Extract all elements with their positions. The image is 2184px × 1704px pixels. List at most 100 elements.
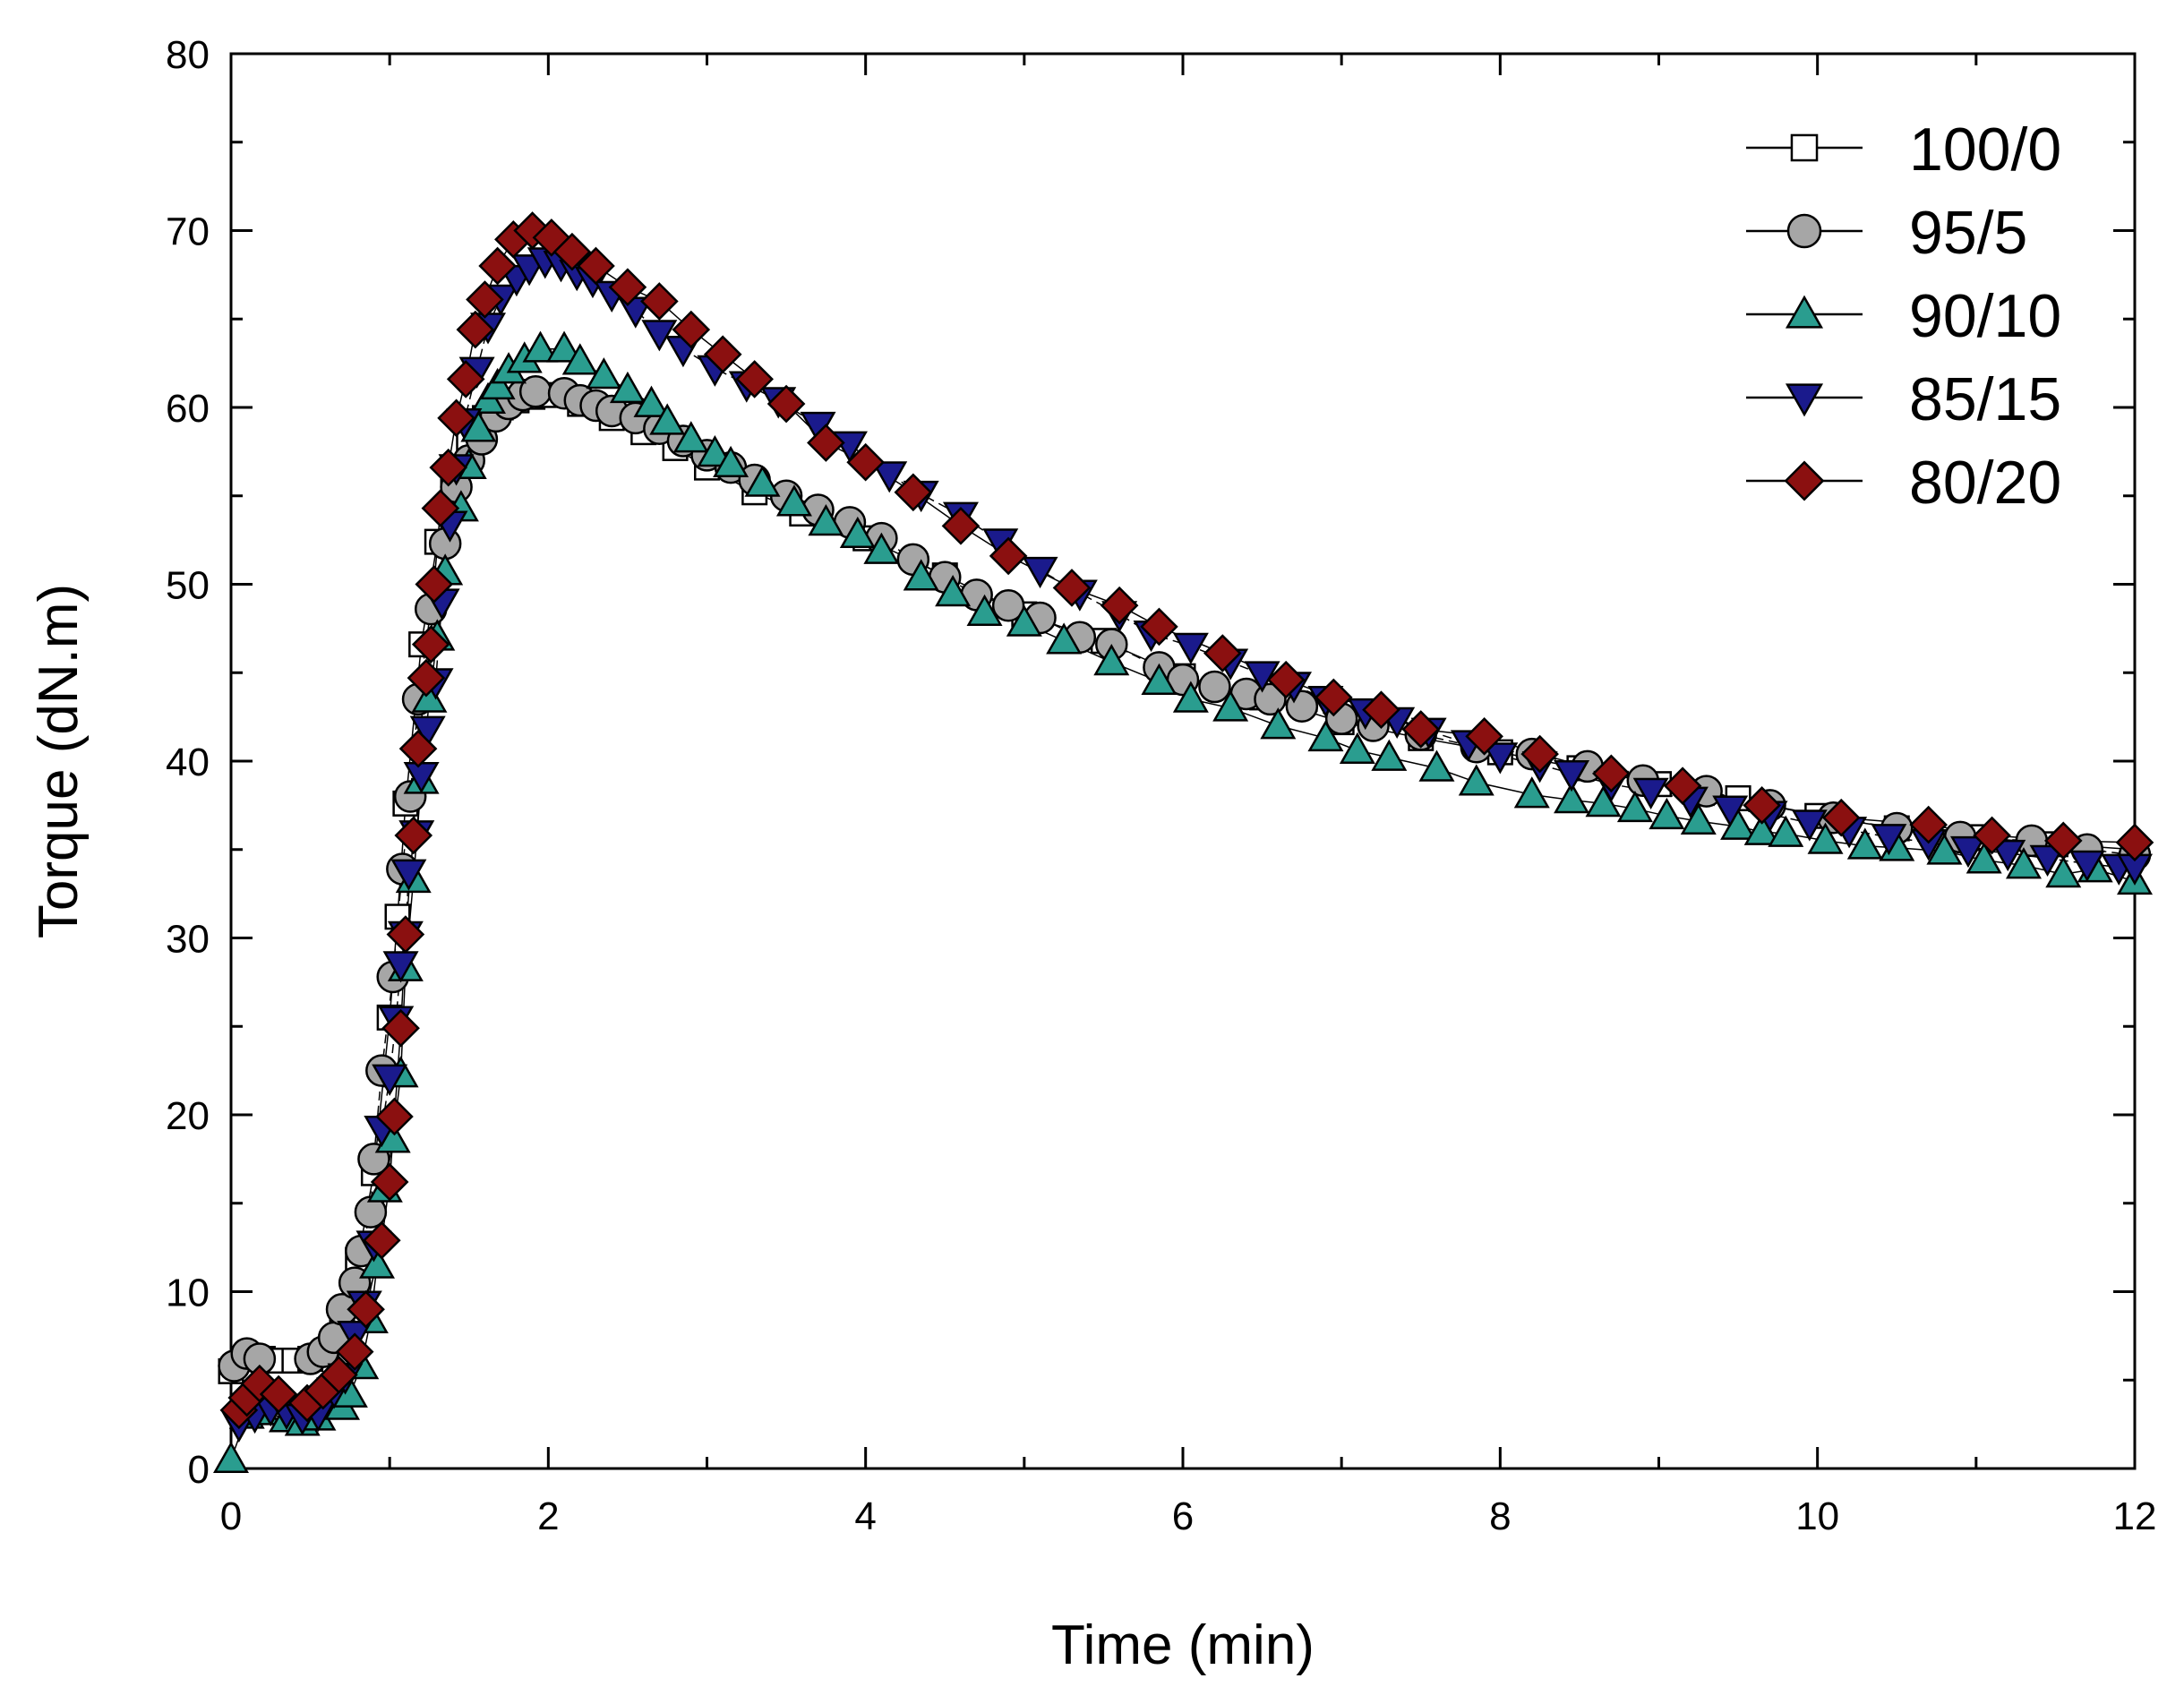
data-point [640,282,679,321]
data-point [1141,663,1178,695]
x-tick-label: 0 [220,1494,242,1538]
data-point [390,859,427,891]
data-point [1973,816,2011,855]
data-point [1520,734,1559,774]
legend-label: 80/20 [1909,449,2061,517]
data-point [411,625,450,664]
data-point [1052,569,1092,607]
data-point [1616,790,1653,823]
legend-item: 80/20 [1746,449,2061,517]
legend-label: 90/10 [1909,282,2061,350]
data-point [1592,754,1631,793]
data-point [807,424,845,462]
y-tick-label: 70 [166,210,210,254]
legend-item: 85/15 [1746,365,2061,433]
x-axis-title: Time (min) [1051,1614,1315,1676]
data-point [1458,764,1495,796]
data-point [213,1441,249,1473]
data-point [1339,732,1375,764]
data-point [1821,798,1861,837]
data-point [672,421,709,453]
legend-item: 95/5 [1746,199,2027,267]
data-point [633,385,670,417]
data-point [347,1289,385,1329]
x-tick-label: 6 [1172,1494,1194,1538]
data-point [1513,776,1550,809]
data-point [1046,622,1083,655]
x-tick-label: 8 [1489,1494,1511,1538]
data-point [1203,634,1242,672]
data-point [713,445,749,478]
data-point [415,565,454,604]
data-point [2045,856,2082,888]
data-point [1022,556,1058,589]
data-point [1807,822,1844,854]
data-point [1212,689,1249,722]
data-point [382,951,419,983]
data-point [1482,742,1519,775]
data-point [2029,844,2066,878]
data-point [421,489,460,527]
data-point [1846,827,1883,860]
y-axis-title: Torque (dN.m) [28,584,90,938]
data-point [532,218,571,257]
data-point [2068,850,2105,882]
legend-marker [1786,213,1822,249]
data-point [966,594,1003,626]
y-tick-label: 40 [166,741,210,784]
data-point [767,384,806,424]
data-point [456,310,495,349]
data-point [1990,839,2026,872]
data-point [561,343,598,375]
data-point [1791,809,1828,842]
data-point [1663,766,1702,805]
data-point [411,681,448,713]
data-point [1554,759,1590,792]
data-point [871,461,908,493]
data-point [398,729,438,768]
data-point [1260,707,1297,740]
data-point [446,360,485,398]
data-point [903,559,939,591]
y-tick-label: 50 [166,564,210,608]
data-point [1172,632,1209,665]
data-point [372,1064,408,1096]
data-point [1712,795,1749,827]
legend-item: 90/10 [1746,282,2061,350]
data-point [407,658,446,698]
data-point [935,574,972,607]
data-point [735,360,774,398]
data-point [429,448,468,487]
data-point [394,816,433,855]
series-4-markers [219,211,2154,1430]
data-point [1198,670,1231,704]
series-markers [213,211,2154,1473]
legend-marker [1785,295,1824,329]
data-point [641,320,678,352]
data-point [320,1356,358,1394]
data-point [522,330,559,363]
data-point [1871,824,1907,856]
data-point [808,503,844,536]
data-point [466,280,504,319]
legend-marker [1784,460,1825,501]
x-tick-label: 10 [1795,1494,1839,1538]
data-point [386,915,425,954]
data-point [1909,805,1948,844]
data-point [1632,777,1669,809]
data-point [479,367,516,400]
data-point [1465,717,1503,756]
data-point [989,536,1028,576]
data-point [1006,604,1042,637]
data-point [1266,660,1306,699]
data-point [2005,847,2042,879]
data-point [608,268,647,307]
data-point [863,532,900,564]
data-point [358,1246,395,1279]
data-point [1926,833,1963,865]
data-point [2115,823,2154,862]
data-point [1307,719,1344,752]
data-point [1140,607,1178,646]
data-point [1244,661,1280,693]
